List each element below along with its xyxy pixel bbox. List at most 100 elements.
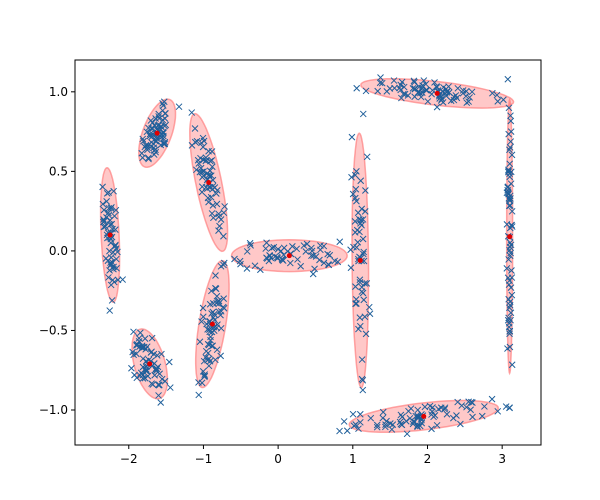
data-point (379, 408, 387, 416)
data-point (139, 375, 147, 382)
data-point (262, 245, 270, 252)
data-point (102, 223, 109, 230)
data-point (247, 242, 254, 249)
x-tick-label: 3 (498, 452, 506, 466)
data-point (215, 213, 223, 221)
data-point (208, 310, 215, 317)
data-point (256, 266, 264, 274)
data-point (175, 103, 183, 111)
data-point (507, 138, 515, 145)
data-point (356, 314, 364, 321)
data-point (208, 157, 216, 164)
data-point (450, 93, 458, 101)
data-point (208, 287, 215, 295)
data-point (136, 329, 144, 337)
data-point (133, 341, 141, 348)
data-point (382, 421, 389, 428)
data-point (107, 260, 115, 268)
data-point (148, 334, 156, 342)
data-point (199, 143, 207, 151)
data-point (161, 140, 168, 148)
data-point (396, 418, 404, 426)
data-point (417, 93, 425, 101)
data-point (505, 295, 513, 303)
data-point (142, 141, 150, 149)
data-point (213, 292, 221, 300)
data-point (506, 330, 513, 338)
data-point (505, 319, 513, 327)
data-point (154, 381, 162, 389)
data-point (153, 134, 161, 142)
data-point (106, 267, 113, 274)
data-point (467, 406, 474, 414)
data-point (361, 208, 369, 215)
data-point (243, 248, 251, 255)
data-point (352, 296, 360, 303)
data-point (293, 245, 301, 253)
data-point (200, 156, 207, 164)
data-point (196, 168, 204, 176)
data-point (309, 270, 317, 278)
data-point (359, 216, 367, 223)
data-point (363, 153, 371, 161)
data-point (160, 140, 168, 148)
data-point (505, 130, 513, 138)
data-point (207, 193, 215, 201)
data-point (493, 91, 501, 99)
data-point (220, 261, 227, 269)
data-point (506, 327, 514, 335)
data-point (206, 300, 214, 308)
data-point (360, 296, 368, 304)
data-point (110, 187, 117, 195)
data-point (213, 299, 220, 307)
data-point (197, 164, 205, 172)
data-point (359, 250, 367, 258)
data-point (263, 239, 270, 247)
data-point (438, 95, 446, 103)
data-point (152, 115, 159, 122)
data-point (110, 265, 117, 273)
data-point (324, 250, 331, 258)
data-point (403, 430, 411, 438)
cluster-center-3 (107, 232, 113, 238)
data-point (359, 386, 367, 394)
data-point (414, 422, 421, 430)
data-point (508, 223, 516, 230)
data-point (326, 251, 334, 259)
data-point (105, 274, 112, 281)
data-point (274, 245, 282, 253)
data-point (106, 216, 114, 224)
data-point (358, 288, 366, 295)
data-point (356, 322, 364, 330)
data-points (99, 74, 516, 438)
data-point (102, 255, 110, 262)
data-point (143, 128, 151, 136)
y-tick-label: −1.0 (39, 403, 68, 417)
data-point (353, 84, 361, 92)
data-point (506, 301, 514, 309)
data-point (489, 89, 496, 97)
data-point (205, 355, 213, 363)
data-point (153, 351, 161, 359)
data-point (204, 349, 212, 357)
data-point (107, 281, 115, 289)
data-point (422, 86, 430, 94)
data-point (149, 381, 157, 388)
data-point (324, 261, 332, 268)
data-point (193, 137, 201, 145)
data-point (207, 333, 214, 341)
data-point (195, 391, 203, 399)
data-point (155, 392, 162, 399)
data-point (193, 166, 200, 174)
data-point (217, 311, 224, 319)
data-point (142, 345, 150, 353)
data-point (150, 140, 158, 148)
data-point (463, 403, 470, 411)
data-point (507, 284, 515, 291)
plot-area (74, 59, 542, 446)
data-point (320, 259, 328, 267)
data-point (354, 209, 362, 217)
data-point (210, 214, 217, 222)
data-point (494, 98, 502, 105)
data-point (505, 256, 512, 263)
